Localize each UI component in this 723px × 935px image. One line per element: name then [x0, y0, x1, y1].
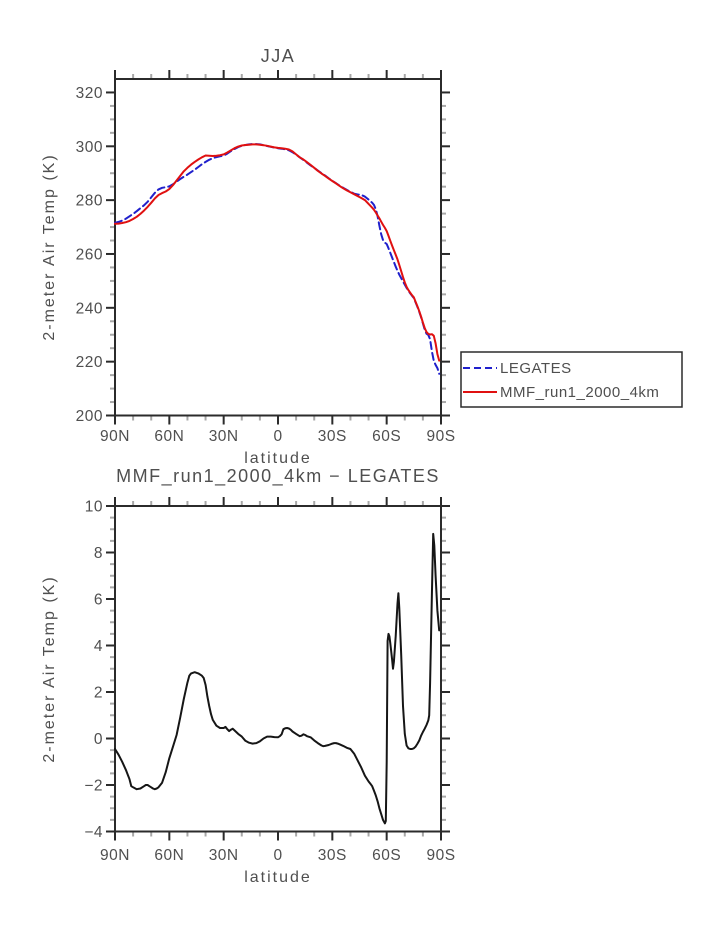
y-tick-label: 10: [85, 499, 103, 516]
y-tick-label: 8: [94, 545, 103, 562]
x-tick-label: 60N: [154, 428, 184, 445]
x-tick-label: 60N: [154, 847, 184, 864]
y-tick-label: 4: [94, 638, 103, 655]
top-panel-xlabel: latitude: [244, 450, 312, 467]
legend: LEGATES MMF_run1_2000_4km: [460, 351, 683, 408]
y-tick-label: 2: [94, 685, 103, 702]
x-tick-label: 60S: [372, 428, 401, 445]
panel-1: 90N 60N 30N 0 30S 60S 90S 10 8 6 4 2 0 −2 −4: [84, 497, 455, 864]
x-tick-label: 90S: [426, 428, 455, 445]
y-tick-label: 300: [76, 139, 103, 156]
legend-box: [460, 351, 683, 408]
bottom-panel-xlabel: latitude: [244, 869, 312, 886]
top-panel-ylabel: 2-meter Air Temp (K): [41, 153, 58, 341]
y-tick-label: −2: [84, 778, 103, 795]
top-panel-title: JJA: [260, 46, 296, 66]
y-tick-label: 6: [94, 592, 103, 609]
legend-entry-label: LEGATES: [500, 360, 572, 377]
x-tick-label: 30N: [209, 428, 239, 445]
difference-line: [114, 532, 441, 825]
x-tick-label: 0: [273, 847, 282, 864]
legates-line: [114, 143, 441, 375]
plot-frame: [114, 505, 442, 833]
y-tick-label: 320: [76, 85, 103, 102]
y-tick-label: 260: [76, 246, 103, 263]
y-tick-label: 0: [94, 731, 103, 748]
x-tick-label: 0: [273, 428, 282, 445]
x-tick-label: 30S: [318, 428, 347, 445]
x-tick-label: 30N: [209, 847, 239, 864]
y-tick-label: 240: [76, 300, 103, 317]
y-tick-label: 200: [76, 408, 103, 425]
x-tick-label: 90S: [426, 847, 455, 864]
bottom-panel-ylabel: 2-meter Air Temp (K): [41, 575, 58, 763]
mmf_run1_2000_4km-line: [114, 143, 441, 362]
x-tick-label: 90N: [100, 847, 130, 864]
legend-entry-label: MMF_run1_2000_4km: [500, 384, 659, 401]
x-tick-label: 60S: [372, 847, 401, 864]
x-tick-label: 30S: [318, 847, 347, 864]
plot-frame: [114, 78, 442, 417]
x-tick-label: 90N: [100, 428, 130, 445]
y-tick-label: 220: [76, 354, 103, 371]
panel-0: 90N 60N 30N 0 30S 60S 90S 320 300 280 260 240 220 200: [76, 70, 455, 445]
bottom-panel-title: MMF_run1_2000_4km − LEGATES: [116, 466, 440, 486]
y-tick-label: −4: [84, 824, 103, 841]
y-tick-label: 280: [76, 193, 103, 210]
